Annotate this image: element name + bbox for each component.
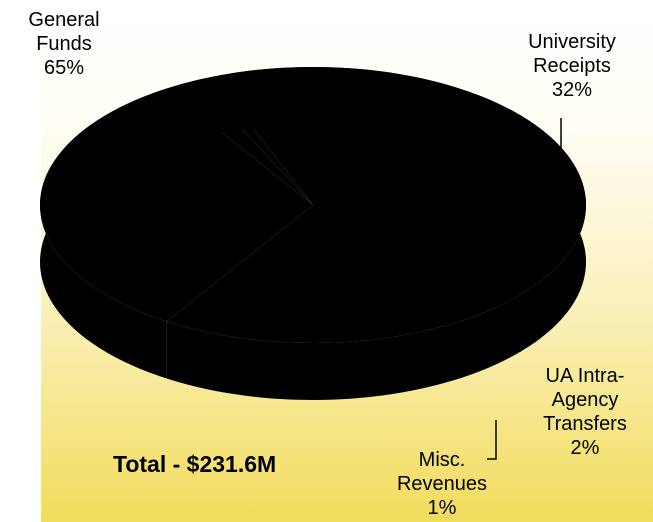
total-annotation: Total - $231.6M	[113, 451, 277, 477]
slice-label-ua-intra-agency-transfers: UA Intra- Agency Transfers 2%	[543, 365, 627, 459]
slice-label-university-receipts: University Receipts 32%	[528, 31, 616, 101]
pie-slice-university-receipts	[39, 88, 313, 322]
slice-label-misc-revenues: Misc. Revenues 1%	[396, 449, 488, 519]
pie-slice-misc-revenues	[196, 76, 313, 205]
slice-label-general-funds: General Funds 65%	[28, 9, 100, 79]
pie-slice-general-funds	[166, 67, 586, 343]
leader-line-misc-revenues	[487, 420, 497, 460]
